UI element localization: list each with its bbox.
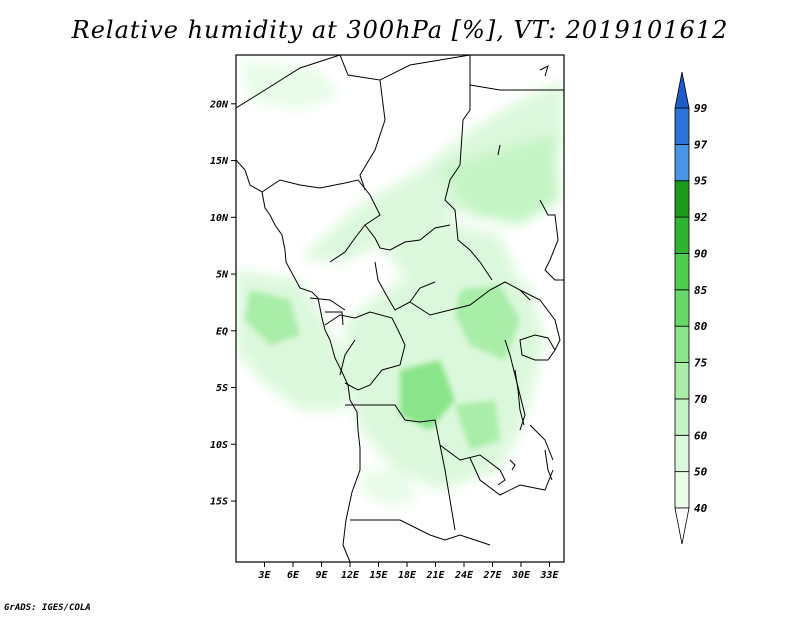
humid-core-2 bbox=[400, 360, 455, 430]
lon-label: 3E bbox=[257, 570, 271, 581]
humid-core-4 bbox=[470, 165, 540, 210]
humid-core-3 bbox=[245, 290, 300, 345]
border-chad-car bbox=[364, 224, 451, 311]
border-zambia bbox=[439, 444, 554, 531]
lat-label: 10S bbox=[210, 440, 228, 451]
border-congo-drc bbox=[324, 311, 406, 391]
lon-label: 33E bbox=[539, 570, 559, 581]
colorbar-min-arrow bbox=[674, 507, 690, 545]
colorbar-segment bbox=[674, 143, 690, 182]
colorbar-segment bbox=[674, 253, 690, 291]
color-legend: 40 50 60 70 75 80 85 90 92 95 97 99 bbox=[674, 71, 708, 545]
humid-area-nw bbox=[240, 60, 340, 110]
lat-label: 20N bbox=[209, 99, 229, 110]
lat-label: 10N bbox=[210, 213, 229, 224]
colorbar-level-label: 50 bbox=[694, 466, 708, 479]
humid-core-5 bbox=[455, 400, 500, 450]
latitude-axis: 20N 15N 10N 5N EQ 5S 10S 15S bbox=[209, 99, 236, 508]
border-niger-nigeria bbox=[261, 179, 381, 263]
colorbar-segment bbox=[674, 398, 690, 436]
border-gabon bbox=[309, 297, 356, 376]
lon-label: 6E bbox=[287, 570, 300, 581]
colorbar-level-label: 40 bbox=[694, 502, 708, 515]
lake-tanganyika bbox=[514, 369, 525, 426]
coastline-west bbox=[236, 159, 361, 562]
longitude-axis: 3E 6E 9E 12E 15E 18E 21E 24E 27E 30E 33E bbox=[257, 562, 560, 581]
colorbar-level-label: 97 bbox=[694, 138, 708, 151]
island-north bbox=[539, 65, 549, 77]
map-frame bbox=[235, 54, 565, 563]
colorbar-level-label: 85 bbox=[694, 284, 708, 297]
lake-victoria bbox=[519, 334, 556, 361]
lat-label: 5S bbox=[216, 383, 228, 394]
colorbar-segment bbox=[674, 434, 690, 473]
chart-title: Relative humidity at 300hPa [%], VT: 201… bbox=[71, 16, 729, 44]
colorbar-level-label: 75 bbox=[694, 357, 708, 370]
lake-small-1 bbox=[509, 459, 516, 471]
colorbar-level-label: 95 bbox=[694, 175, 708, 188]
border-sahara-1 bbox=[236, 55, 386, 191]
credit-label: GrADS: IGES/COLA bbox=[4, 603, 91, 613]
lon-label: 21E bbox=[425, 570, 445, 581]
border-angola-south bbox=[350, 519, 491, 546]
humid-area-central bbox=[380, 220, 520, 282]
colorbar-segment bbox=[674, 362, 690, 400]
colorbar-level-label: 99 bbox=[694, 102, 708, 115]
humid-band-north bbox=[300, 80, 564, 262]
colorbar-segment bbox=[674, 180, 690, 218]
lat-label: EQ bbox=[216, 326, 228, 337]
border-east bbox=[469, 84, 564, 281]
humid-area-south bbox=[360, 470, 420, 505]
lon-label: 15E bbox=[369, 570, 388, 581]
colorbar-segment bbox=[674, 107, 690, 145]
country-borders bbox=[236, 55, 564, 562]
colorbar-level-label: 70 bbox=[694, 393, 708, 406]
border-drc-angola bbox=[345, 404, 506, 486]
colorbar-segment bbox=[674, 216, 690, 254]
lon-label: 30E bbox=[511, 570, 531, 581]
humidity-shading bbox=[236, 60, 564, 505]
border-sahara-2 bbox=[379, 55, 493, 281]
lat-label: 15S bbox=[210, 497, 228, 508]
border-car-drc bbox=[409, 281, 531, 316]
colorbar-level-label: 80 bbox=[694, 320, 708, 333]
colorbar-segment bbox=[674, 289, 690, 327]
colorbar-max-arrow bbox=[674, 71, 690, 109]
lon-label: 27E bbox=[482, 570, 502, 581]
lon-label: 12E bbox=[341, 570, 360, 581]
colorbar-segment bbox=[674, 325, 690, 363]
lake-malawi bbox=[544, 449, 553, 481]
lat-label: 15N bbox=[210, 156, 229, 167]
colorbar-level-label: 92 bbox=[694, 211, 708, 224]
colorbar-segment bbox=[674, 471, 690, 509]
lon-label: 24E bbox=[454, 570, 474, 581]
lon-label: 9E bbox=[315, 570, 328, 581]
lat-label: 5N bbox=[216, 270, 229, 281]
lon-label: 18E bbox=[398, 570, 417, 581]
colorbar-level-label: 60 bbox=[694, 429, 708, 442]
colorbar-level-label: 90 bbox=[694, 247, 708, 260]
